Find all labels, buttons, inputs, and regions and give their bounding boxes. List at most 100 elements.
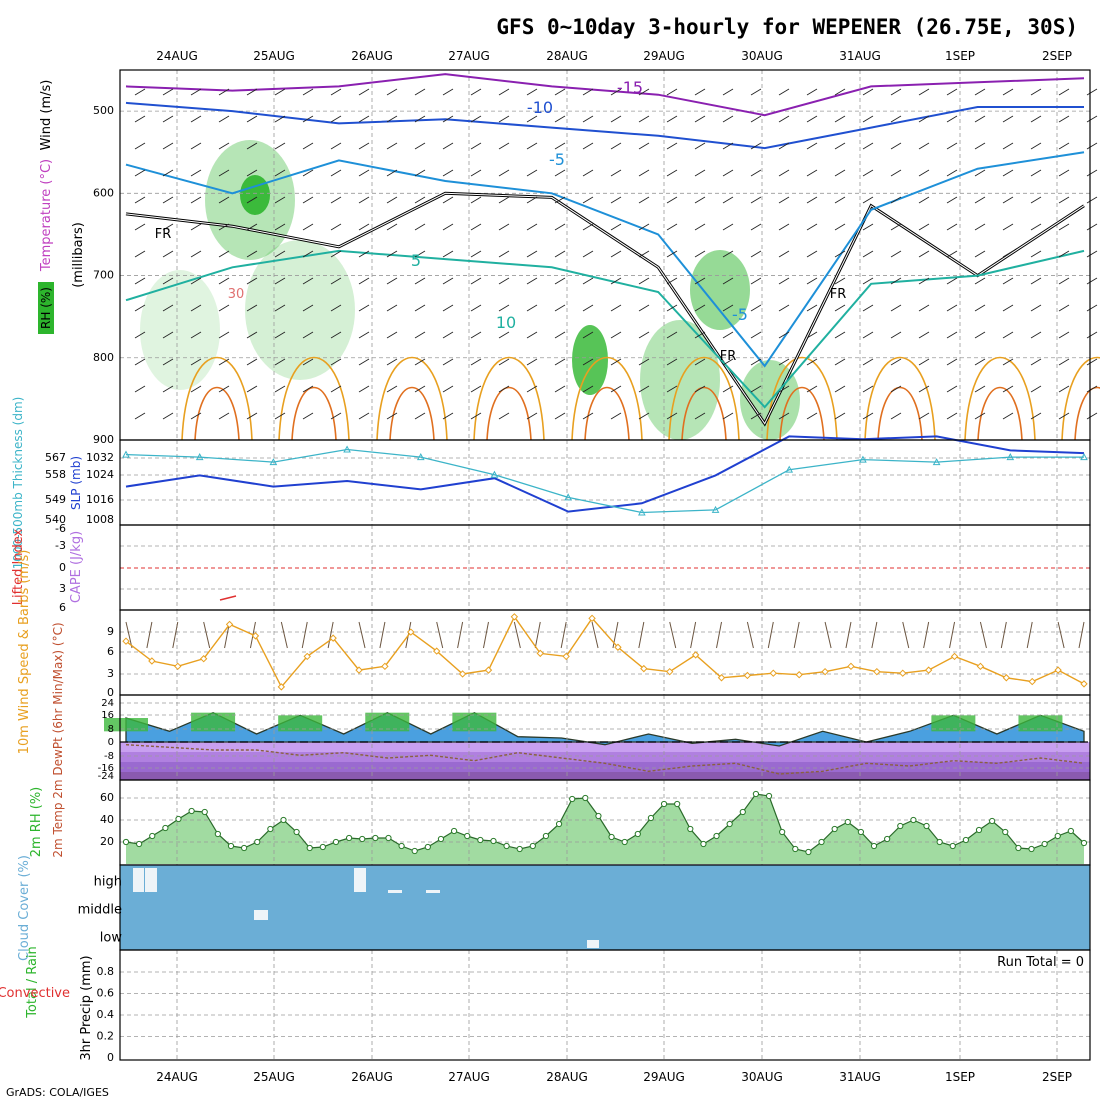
rh-legend-swatch <box>38 282 54 334</box>
wind-barb <box>722 412 734 420</box>
wind-barb <box>1058 196 1070 204</box>
wind-barb <box>722 196 734 204</box>
rh-marker <box>660 800 668 808</box>
wind-barb <box>806 169 818 177</box>
rh-marker <box>831 825 838 833</box>
wind-speed-marker <box>251 632 260 640</box>
wind-barb <box>190 169 202 177</box>
thickness-marker <box>269 458 278 466</box>
wind-speed-marker <box>924 666 933 674</box>
wind-barb <box>778 331 790 339</box>
wind-barb <box>750 277 762 285</box>
wind-barb <box>666 142 678 150</box>
wind-barb <box>274 304 286 312</box>
temp-contour-warm <box>181 356 253 441</box>
wind-barb <box>358 142 370 150</box>
thickness-marker <box>1080 453 1088 461</box>
wind-barb <box>414 358 426 366</box>
wind-barb <box>358 250 370 258</box>
contour-label: -15 <box>617 78 643 97</box>
contour-label: FR <box>720 349 737 364</box>
rh-marker <box>713 832 720 840</box>
wind-barb <box>386 385 398 393</box>
wind-barb <box>778 358 790 366</box>
wind-barb <box>330 277 342 285</box>
wind-barb <box>442 115 454 123</box>
wind-barb <box>716 621 723 649</box>
wind-barb <box>274 331 286 339</box>
y-tick-label: -3 <box>55 539 66 552</box>
wind-barb <box>534 621 541 649</box>
wind-barb <box>750 142 762 150</box>
rh-shading <box>690 250 750 330</box>
wind-barb <box>974 250 986 258</box>
wind-barb <box>498 277 510 285</box>
wind-barb <box>582 88 594 96</box>
wind-barb <box>610 358 622 366</box>
wind-barb <box>862 88 874 96</box>
wind-barb <box>358 88 370 96</box>
wind-barb <box>1086 88 1098 96</box>
wind-barb <box>554 196 566 204</box>
wind-barb <box>1058 358 1070 366</box>
axis-label-precip: 3hr Precip (mm) <box>79 955 94 1060</box>
contour-label: -10 <box>527 98 553 117</box>
wind-barb <box>750 358 762 366</box>
wind-barb <box>806 250 818 258</box>
rh-marker <box>293 828 300 836</box>
wind-barb <box>694 115 706 123</box>
rh-marker <box>437 835 445 843</box>
wind-barb <box>162 358 174 366</box>
wind-barb <box>666 277 678 285</box>
wind-barb <box>190 385 202 393</box>
x-tick-bottom: 31AUG <box>839 1070 881 1084</box>
wind-barb <box>946 331 958 339</box>
wind-barb <box>694 88 706 96</box>
wind-barb <box>442 250 454 258</box>
wind-barb <box>190 412 202 420</box>
wind-barb <box>1002 358 1014 366</box>
wind-barb <box>806 277 818 285</box>
rh-marker <box>752 790 760 798</box>
wind-barb <box>1030 250 1042 258</box>
wind-barb <box>162 142 174 150</box>
wind-barb <box>834 412 846 420</box>
rh-marker <box>608 833 615 841</box>
wind-barb <box>722 169 734 177</box>
wind-barb <box>302 277 314 285</box>
rh-marker <box>1002 828 1009 836</box>
wind-barb <box>918 304 930 312</box>
wind-barb <box>778 169 790 177</box>
x-axis-top: 24AUG 25AUG 26AUG 27AUG 28AUG 29AUG 30AUG 31AUG… <box>156 49 1072 63</box>
wind-barb <box>750 196 762 204</box>
axis-label-thickness: 1000-500mb Thickness (dm) <box>11 397 25 570</box>
rh-marker <box>1054 832 1061 840</box>
wind-barb <box>1058 277 1070 285</box>
wind-barb <box>246 358 258 366</box>
rh-shading <box>572 325 608 395</box>
x-tick-top: 24AUG <box>156 49 198 63</box>
wind-barb <box>302 412 314 420</box>
x-tick-top: 2SEP <box>1042 49 1072 63</box>
dewpt-line <box>125 744 1085 775</box>
wind-barb <box>470 304 482 312</box>
wind-barb <box>442 412 454 420</box>
wind-barb <box>1086 223 1098 231</box>
wind-barb <box>722 277 734 285</box>
wind-barb <box>498 412 510 420</box>
wind-barb <box>554 385 566 393</box>
wind-barb <box>218 412 230 420</box>
wind-speed-marker <box>484 666 493 674</box>
temp-contour-hot <box>681 386 727 441</box>
rh-marker <box>555 820 563 828</box>
wind-barb <box>246 223 258 231</box>
wind-barb <box>330 304 342 312</box>
wind-barb <box>513 621 521 649</box>
rh-shading <box>240 175 270 215</box>
wind-barb <box>134 88 146 96</box>
wind-barb <box>414 412 426 420</box>
wind-barb <box>1058 250 1070 258</box>
wind-barb <box>582 385 594 393</box>
wind-speed-marker <box>277 683 286 691</box>
wind-barb <box>666 250 678 258</box>
